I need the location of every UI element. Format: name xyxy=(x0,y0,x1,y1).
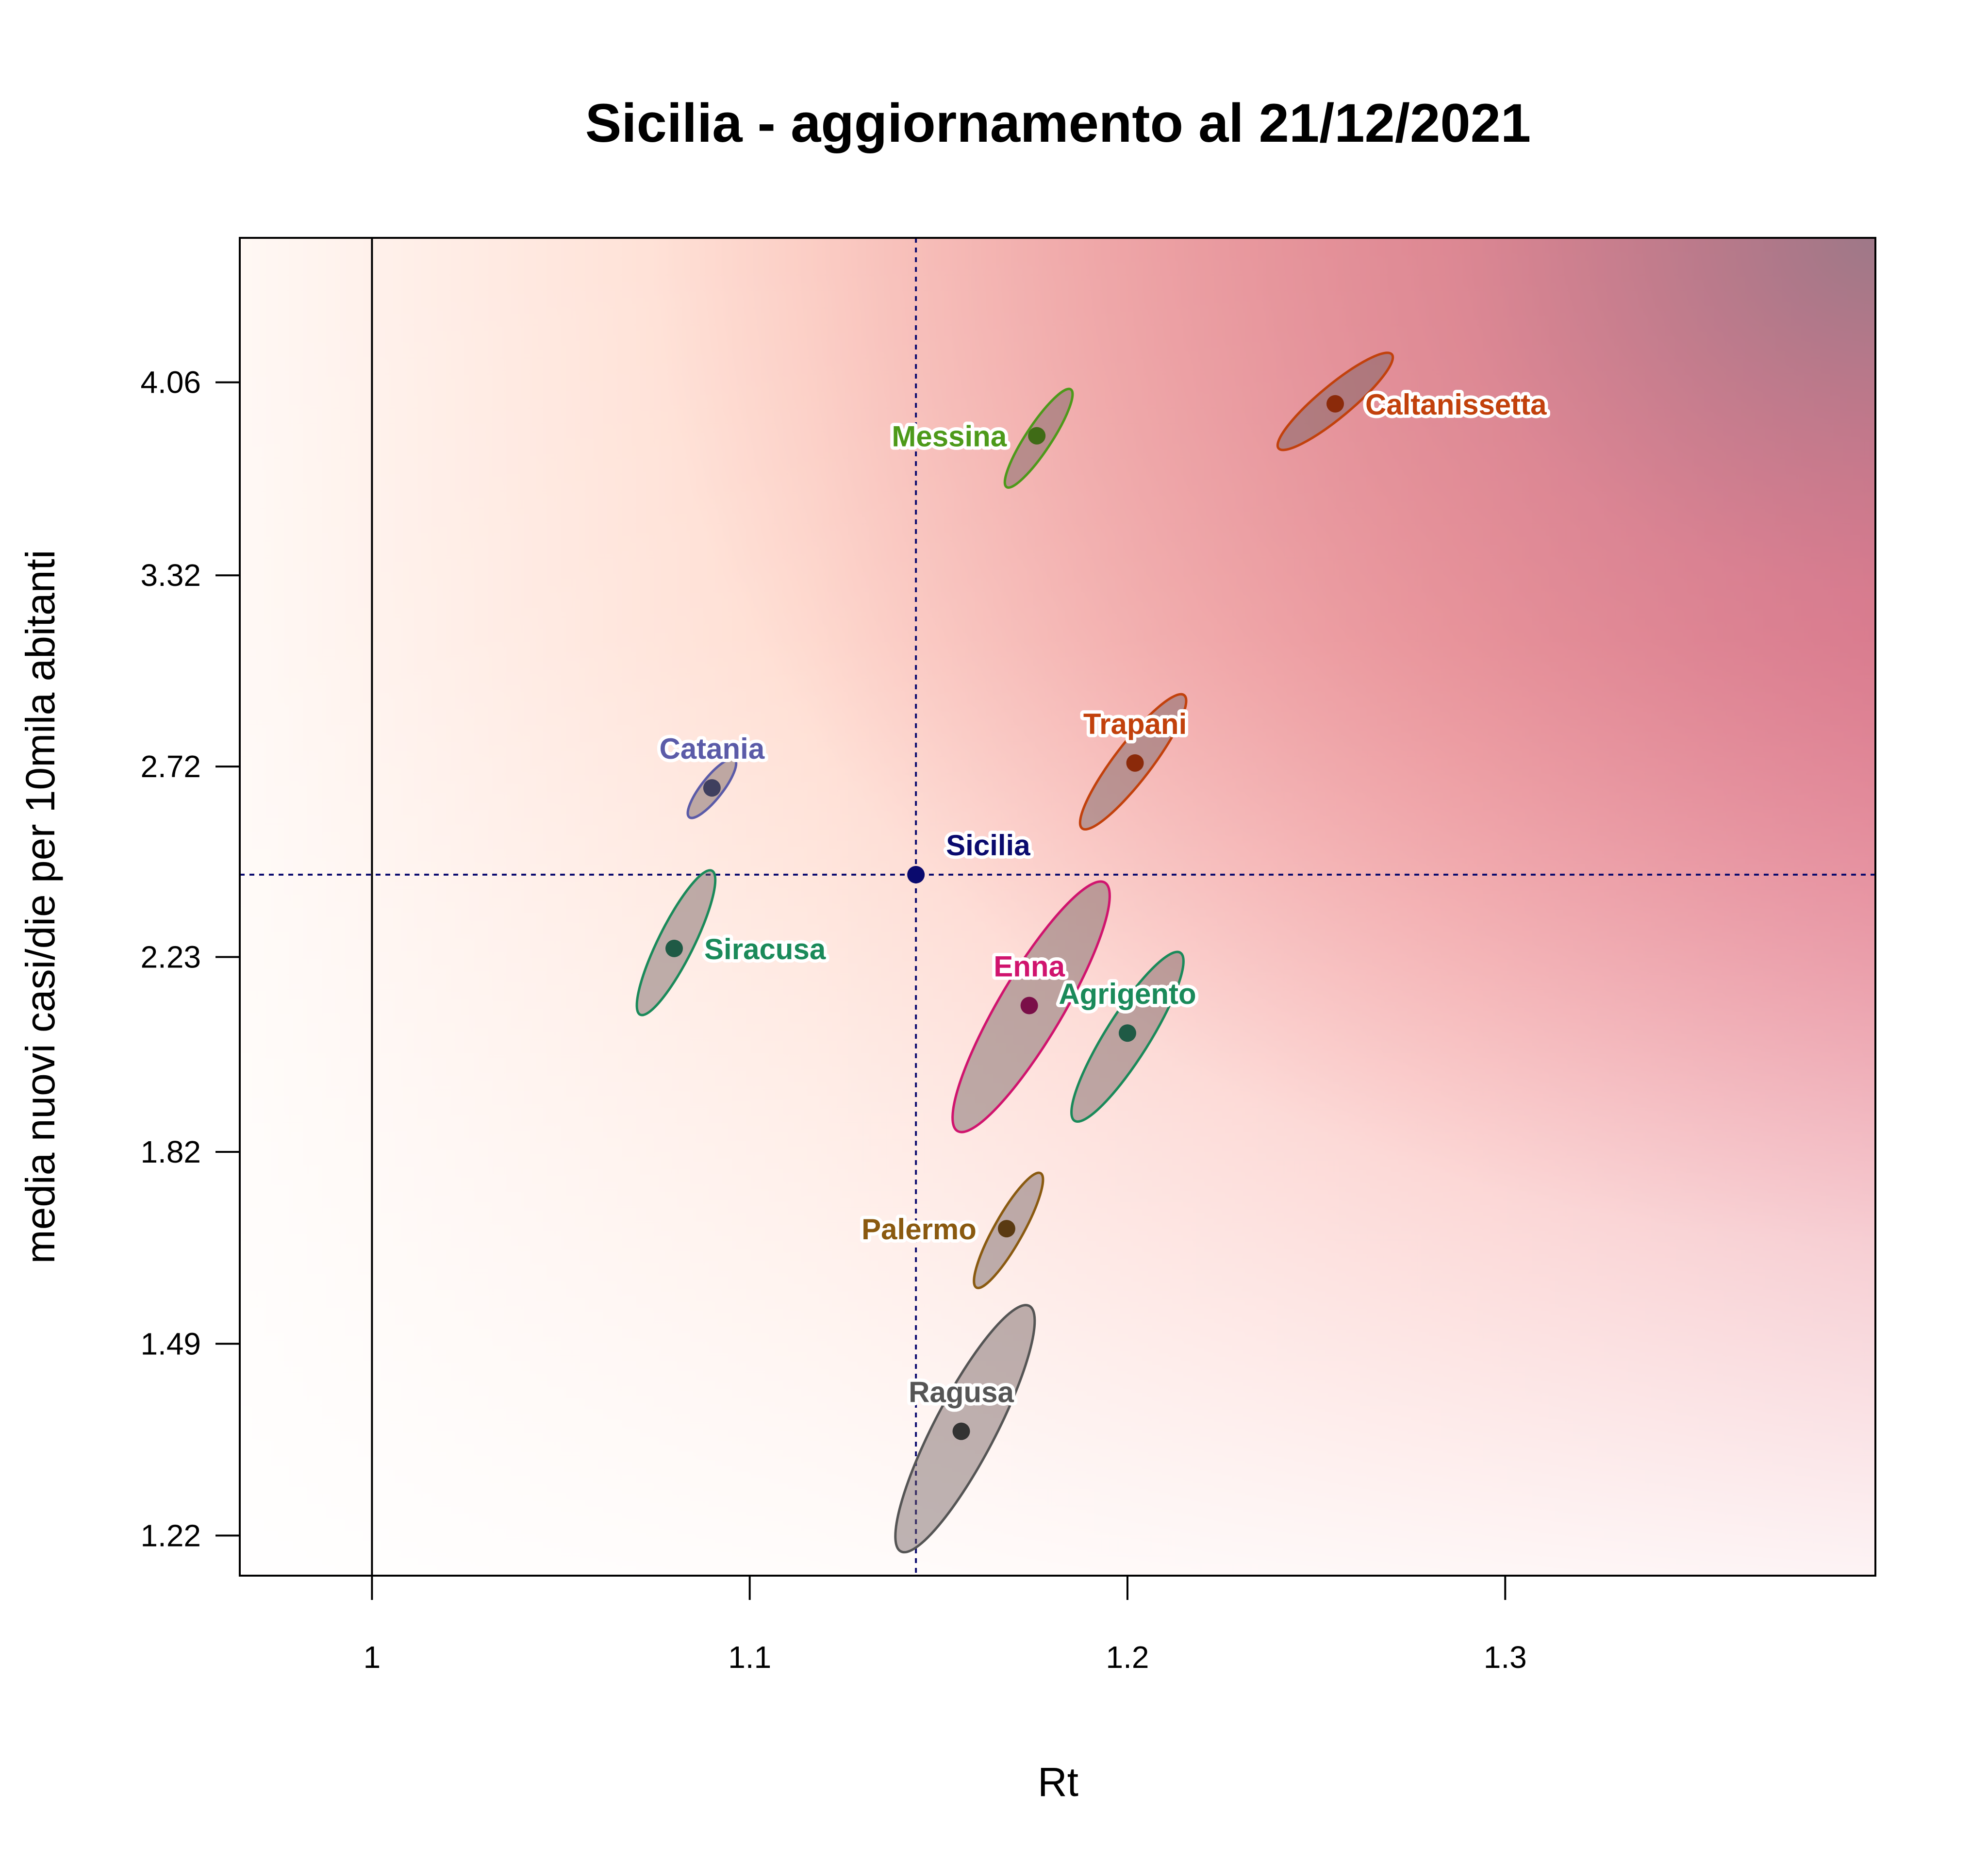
label-palermo: Palermo xyxy=(861,1213,977,1246)
label-ragusa: Ragusa xyxy=(909,1376,1014,1409)
label-messina: Messina xyxy=(892,420,1007,453)
label-caltanissetta: Caltanissetta xyxy=(1365,388,1547,421)
plot-background xyxy=(240,238,1875,1576)
y-tick-label: 1.22 xyxy=(140,1518,201,1553)
y-axis-label: media nuovi casi/die per 10mila abitanti xyxy=(17,550,63,1264)
data-points xyxy=(665,395,1344,1440)
x-axis: 1 1.1 1.2 1.3 xyxy=(364,1575,1527,1675)
y-tick-label: 2.23 xyxy=(140,940,201,975)
point-palermo xyxy=(997,1220,1015,1238)
point-caltanissetta xyxy=(1326,395,1344,413)
point-sicilia xyxy=(907,865,925,883)
label-sicilia: Sicilia xyxy=(946,829,1030,862)
point-siracusa xyxy=(665,939,683,957)
label-enna: Enna xyxy=(994,950,1065,982)
point-catania xyxy=(703,779,721,797)
y-axis: 1.22 1.49 1.82 2.23 2.72 3.32 4.06 xyxy=(140,365,240,1553)
label-agrigento: Agrigento xyxy=(1059,978,1196,1010)
label-trapani: Trapani xyxy=(1083,708,1187,740)
point-labels: Caltanissetta Messina Trapani Catania Siracu… xyxy=(656,385,1550,1412)
chart-title: Sicilia - aggiornamento al 21/12/2021 xyxy=(585,93,1531,153)
y-tick-label: 4.06 xyxy=(140,365,201,400)
x-tick-label: 1.1 xyxy=(728,1640,771,1675)
x-axis-label: Rt xyxy=(1038,1759,1078,1805)
point-ragusa xyxy=(952,1422,970,1440)
point-agrigento xyxy=(1118,1024,1136,1042)
point-trapani xyxy=(1126,754,1144,772)
y-tick-label: 2.72 xyxy=(140,749,201,784)
y-tick-label: 1.49 xyxy=(140,1326,201,1361)
label-siracusa: Siracusa xyxy=(704,933,826,965)
y-tick-label: 1.82 xyxy=(140,1134,201,1169)
point-messina xyxy=(1028,427,1046,445)
point-enna xyxy=(1020,997,1038,1015)
x-tick-label: 1.2 xyxy=(1106,1640,1149,1675)
y-tick-label: 3.32 xyxy=(140,558,201,593)
x-tick-label: 1 xyxy=(364,1640,381,1675)
reference-lines xyxy=(240,238,1875,1576)
label-catania: Catania xyxy=(659,732,764,765)
x-tick-label: 1.3 xyxy=(1484,1640,1527,1675)
